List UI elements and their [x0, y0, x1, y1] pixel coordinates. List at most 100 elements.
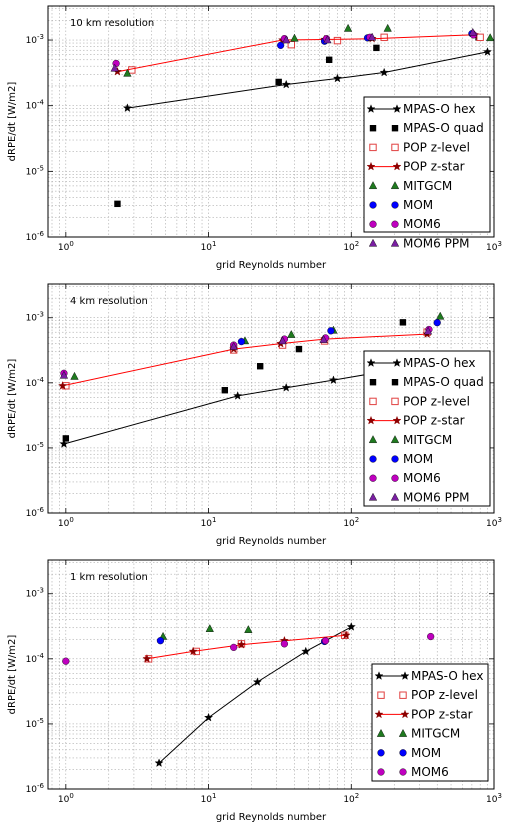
legend-entry: MOM [369, 198, 433, 212]
legend-marker [368, 435, 378, 443]
legend-label: MPAS-O hex [403, 102, 475, 116]
data-point [333, 36, 342, 45]
legend-marker [391, 397, 399, 406]
data-point [319, 335, 328, 343]
plot-frame [47, 283, 495, 514]
data-point [205, 624, 214, 632]
legend-marker [369, 397, 377, 406]
x-tick-label: 102 [343, 240, 359, 253]
legend-label: MOM6 [411, 765, 449, 779]
plot-frame [47, 5, 495, 238]
legend-marker [377, 691, 385, 699]
data-point [295, 345, 303, 353]
legend-entry: POP z-star [374, 707, 473, 721]
data-point [436, 311, 445, 320]
data-point [221, 387, 229, 394]
x-tick-label: 101 [201, 792, 217, 805]
legend-label: MOM [403, 198, 433, 212]
legend-label: MOM6 [403, 471, 441, 485]
legend-label: MOM [411, 746, 441, 760]
legend: MPAS-O hex POP z-level POP z-star MITGCM MOM… [371, 663, 489, 782]
legend-label: POP z-star [403, 160, 465, 174]
legend-entry: MOM6 [369, 471, 441, 485]
data-point [59, 439, 69, 448]
legend-marker [399, 749, 407, 757]
legend-marker [391, 201, 399, 209]
y-tick-label: 10-4 [26, 99, 45, 112]
legend-marker [400, 709, 410, 719]
legend-marker [374, 709, 384, 719]
legend-marker [368, 492, 378, 501]
data-point [341, 630, 351, 640]
legend-label: POP z-star [411, 707, 473, 721]
legend-entry: MITGCM [368, 179, 452, 193]
data-point [256, 363, 264, 370]
data-point [343, 23, 353, 32]
legend-box [371, 663, 489, 782]
legend-marker [366, 161, 376, 171]
data-point [62, 435, 70, 442]
data-point [114, 200, 121, 208]
legend-marker [392, 104, 402, 113]
legend-marker [391, 379, 399, 386]
legend-entry: MPAS-O hex [366, 102, 475, 116]
legend-marker [392, 358, 402, 367]
data-point [233, 391, 243, 400]
legend-entry: POP z-star [366, 414, 465, 428]
legend-marker [390, 435, 400, 443]
data-point [301, 646, 311, 656]
legend-entry: MPAS-O hex [366, 356, 475, 370]
x-tick-label: 100 [58, 516, 74, 529]
legend-entry: MOM [369, 452, 433, 466]
chart-panel: 100 101 102 103 10-6 10-5 10-4 10-3 4 km resolut… [7, 283, 502, 547]
data-point [281, 382, 291, 392]
legend-label: MITGCM [411, 727, 460, 741]
data-point [379, 67, 389, 77]
data-point [280, 640, 289, 648]
data-point [188, 646, 198, 656]
data-point [327, 327, 335, 335]
legend-label: MOM6 [403, 217, 441, 231]
x-axis-label: grid Reynolds number [216, 536, 327, 547]
y-tick-label: 10-3 [26, 587, 44, 600]
series-pop-z-star [142, 630, 351, 663]
series-mpas-o-quad [62, 319, 407, 442]
data-point [229, 341, 238, 350]
y-tick-label: 10-4 [26, 376, 45, 389]
y-axis-label: dRPE/dt [W/m2] [7, 359, 18, 439]
data-point [290, 33, 299, 42]
legend-box [363, 350, 491, 507]
data-point [281, 79, 291, 89]
data-point [328, 375, 338, 385]
data-point [62, 657, 70, 665]
legend-marker [391, 474, 399, 482]
panel-title: 10 km resolution [70, 18, 154, 29]
legend-marker [366, 104, 376, 113]
legend-marker [390, 492, 400, 501]
data-point [399, 319, 407, 326]
data-point [427, 632, 435, 641]
x-axis-label: grid Reynolds number [216, 260, 327, 271]
legend-label: MOM6 PPM [403, 236, 469, 250]
series-mpas-o-hex [122, 47, 493, 112]
legend-marker [390, 238, 400, 247]
legend-entry: MITGCM [368, 433, 452, 447]
legend-marker [399, 691, 407, 699]
legend-marker [374, 671, 384, 680]
y-tick-label: 10-5 [26, 717, 44, 730]
legend: MPAS-O hex MPAS-O quad POP z-level POP z-st… [363, 350, 491, 507]
data-point [486, 33, 495, 42]
legend-marker [391, 125, 399, 132]
data-point [236, 639, 246, 649]
legend-label: MPAS-O hex [411, 669, 483, 683]
series-mitgcm [123, 23, 495, 77]
data-point [58, 381, 68, 390]
data-point [346, 622, 356, 631]
x-tick-label: 103 [486, 516, 502, 529]
legend-marker [368, 181, 378, 189]
legend-marker [392, 415, 402, 425]
legend: MPAS-O hex MPAS-O quad POP z-level POP z-st… [363, 96, 491, 250]
data-point [482, 47, 493, 56]
x-tick-label: 101 [201, 516, 217, 529]
series-mom6-ppm [59, 326, 433, 379]
